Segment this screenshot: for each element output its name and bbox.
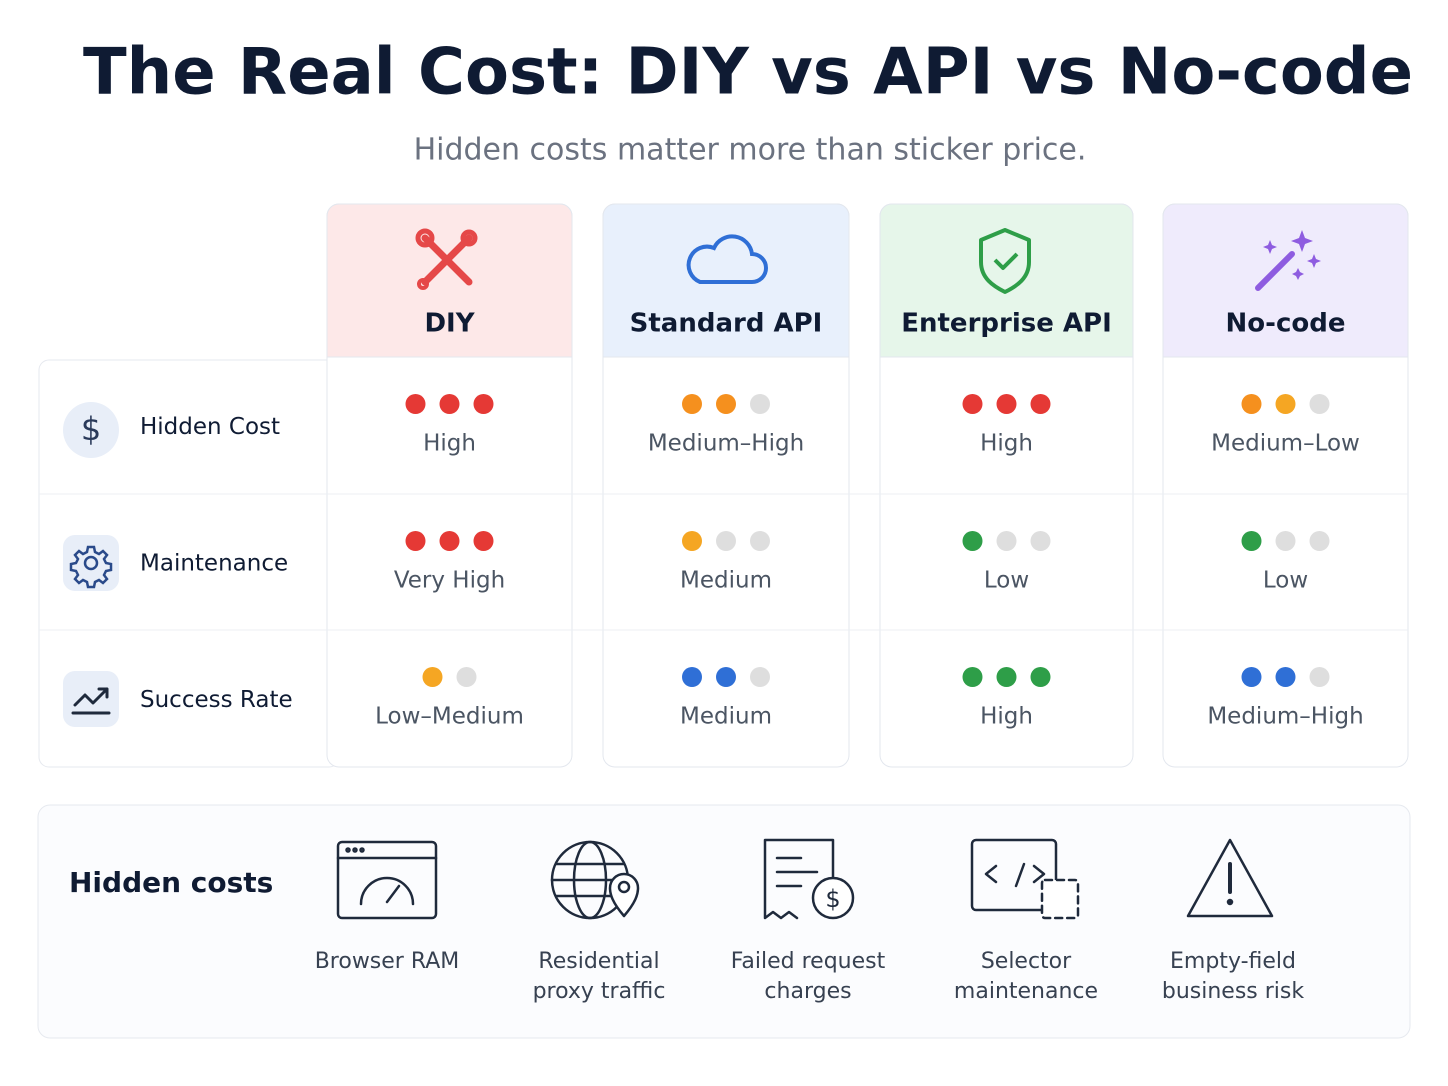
shield-icon bbox=[979, 228, 1031, 294]
rating-dot bbox=[682, 531, 702, 551]
rating-dot bbox=[456, 667, 477, 687]
rating-dot bbox=[1275, 531, 1296, 551]
dollar-icon: $ bbox=[81, 410, 101, 448]
rating-dot bbox=[750, 531, 770, 551]
column-header bbox=[1162, 203, 1409, 358]
rating-dot bbox=[473, 394, 494, 414]
wand-icon bbox=[1255, 230, 1321, 291]
subtitle: Hidden costs matter more than sticker pr… bbox=[414, 133, 1087, 168]
rating-dot bbox=[1309, 394, 1330, 414]
globe-icon bbox=[550, 840, 640, 920]
hidden-costs-title: Hidden costs bbox=[69, 866, 273, 899]
hidden-cost-label: maintenance bbox=[954, 979, 1098, 1004]
hidden-costs-panel bbox=[37, 804, 1411, 1039]
rating-dot bbox=[1030, 667, 1051, 687]
hidden-cost-label: business risk bbox=[1162, 979, 1304, 1004]
rating-dot bbox=[422, 667, 443, 687]
row-icon-bg bbox=[63, 402, 119, 458]
hidden-cost-label: Empty-field bbox=[1170, 949, 1296, 974]
hidden-cost-label: Failed request bbox=[731, 949, 886, 974]
rating-dot bbox=[962, 394, 983, 414]
rating-label: Medium bbox=[680, 704, 772, 730]
svg-text:$: $ bbox=[825, 885, 840, 913]
rating-label: Medium–Low bbox=[1211, 431, 1360, 457]
gear-icon bbox=[69, 545, 113, 589]
code-icon bbox=[970, 838, 1080, 920]
rating-dot bbox=[473, 531, 494, 551]
rating-label: Medium–High bbox=[1207, 704, 1363, 730]
rating-dot bbox=[1030, 394, 1051, 414]
rating-dot bbox=[1309, 667, 1330, 687]
rating-label: Medium bbox=[680, 568, 772, 594]
warning-icon bbox=[1186, 838, 1274, 918]
rating-dot bbox=[682, 394, 702, 414]
rating-label: High bbox=[423, 431, 476, 457]
hidden-cost-label: Selector bbox=[981, 949, 1072, 974]
rating-label: Very High bbox=[394, 568, 505, 594]
rating-dot bbox=[1241, 667, 1262, 687]
column-header bbox=[326, 203, 573, 358]
rating-dot bbox=[405, 531, 426, 551]
rating-label: High bbox=[980, 704, 1033, 730]
rating-dot bbox=[716, 531, 736, 551]
rating-dot bbox=[996, 531, 1017, 551]
rating-dot bbox=[716, 394, 736, 414]
tools-icon bbox=[415, 228, 478, 290]
rating-label: Low–Medium bbox=[375, 704, 524, 730]
rating-dot bbox=[439, 531, 460, 551]
title: The Real Cost: DIY vs API vs No-code bbox=[83, 36, 1413, 110]
receipt-icon: $ bbox=[763, 838, 855, 920]
column-name: DIY bbox=[424, 309, 475, 339]
column-name: No-code bbox=[1226, 309, 1346, 339]
rating-dot bbox=[962, 531, 983, 551]
hidden-cost-label: Browser RAM bbox=[315, 949, 460, 974]
column-name: Enterprise API bbox=[901, 309, 1112, 339]
rating-dot bbox=[1275, 394, 1296, 414]
row-label: Success Rate bbox=[140, 687, 293, 713]
rating-dot bbox=[750, 667, 770, 687]
rating-dot bbox=[1275, 667, 1296, 687]
rating-dot bbox=[996, 667, 1017, 687]
rating-label: Medium–High bbox=[648, 431, 804, 457]
rating-dot bbox=[1309, 531, 1330, 551]
column-name: Standard API bbox=[630, 309, 823, 339]
rating-dot bbox=[716, 667, 736, 687]
row-label: Hidden Cost bbox=[140, 414, 280, 440]
rating-label: Low bbox=[984, 568, 1029, 594]
rating-dot bbox=[1241, 394, 1262, 414]
hidden-cost-label: proxy traffic bbox=[533, 979, 666, 1004]
rating-dot bbox=[962, 667, 983, 687]
rating-dot bbox=[996, 394, 1017, 414]
rating-dot bbox=[1241, 531, 1262, 551]
rating-label: High bbox=[980, 431, 1033, 457]
hidden-cost-label: Residential bbox=[538, 949, 659, 974]
rating-dot bbox=[405, 394, 426, 414]
browser-icon bbox=[336, 840, 438, 920]
rating-dot bbox=[682, 667, 702, 687]
rating-dot bbox=[439, 394, 460, 414]
row-label: Maintenance bbox=[140, 551, 288, 577]
hidden-cost-label: charges bbox=[764, 979, 851, 1004]
cloud-icon bbox=[686, 234, 768, 284]
rating-label: Low bbox=[1263, 568, 1308, 594]
rating-dot bbox=[1030, 531, 1051, 551]
rating-dot bbox=[750, 394, 770, 414]
trend-icon bbox=[71, 687, 111, 715]
column-header bbox=[879, 203, 1134, 358]
